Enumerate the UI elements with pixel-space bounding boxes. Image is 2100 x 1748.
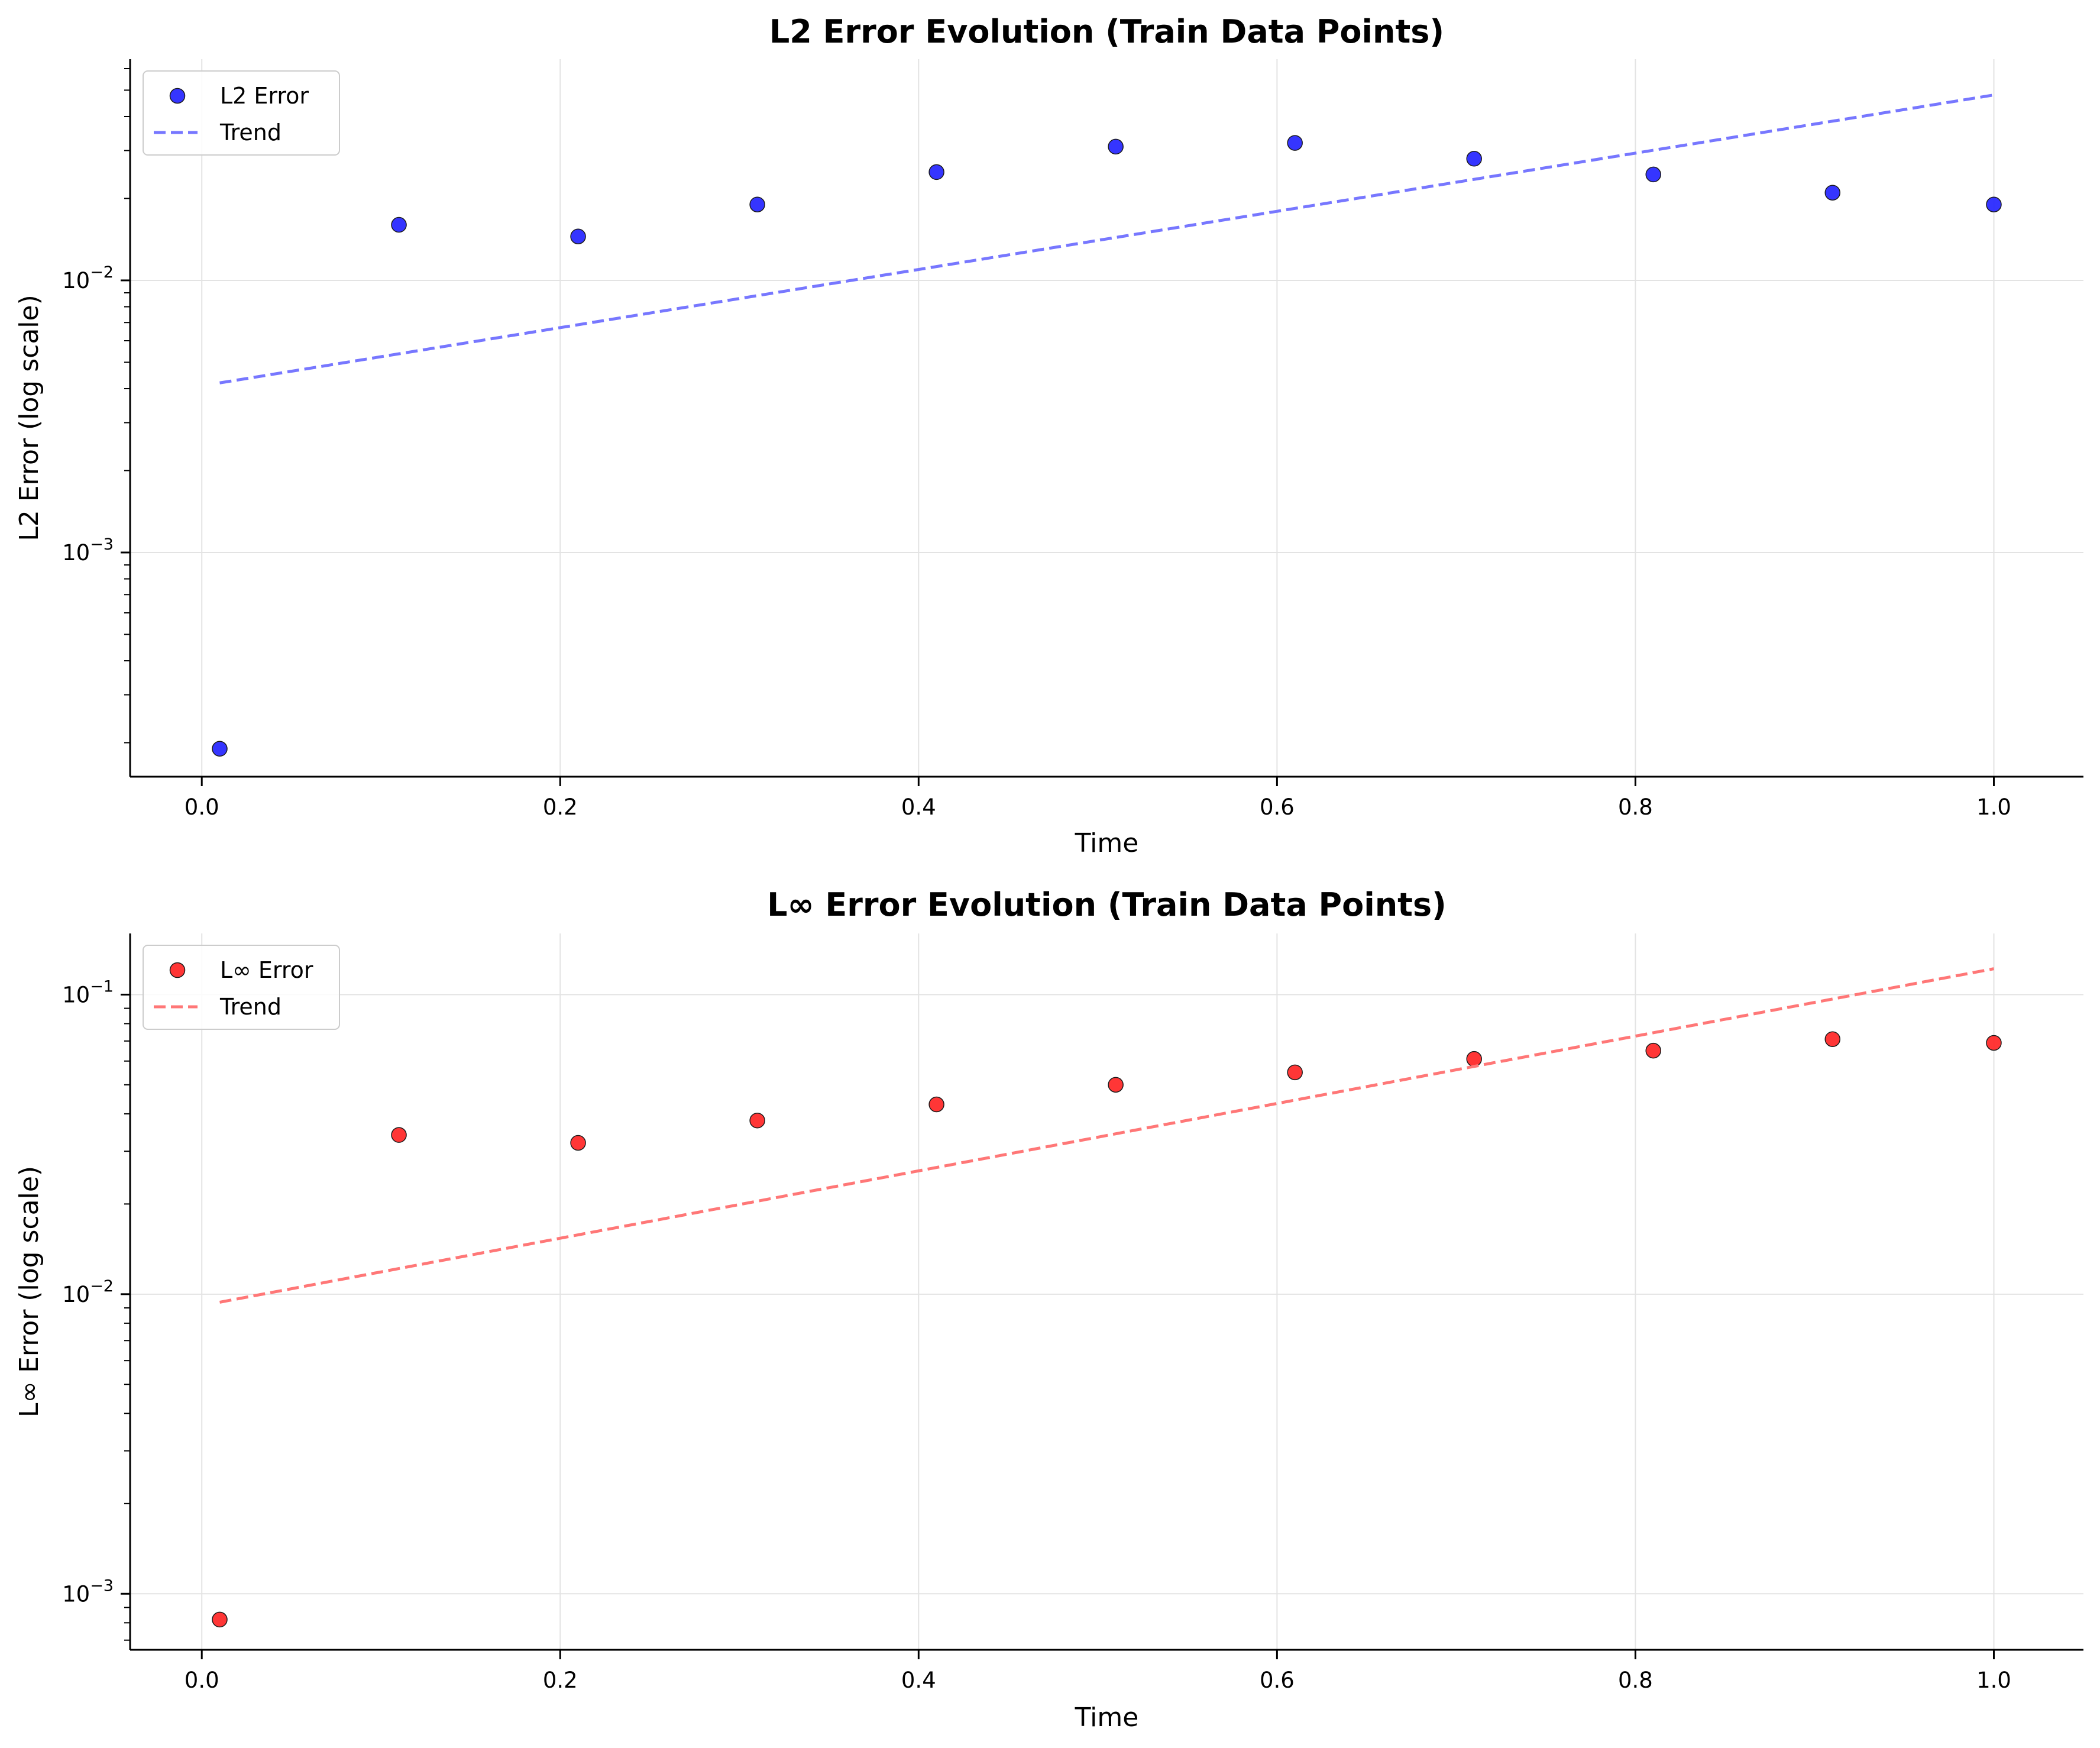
y-tick-label: 10−2	[62, 1277, 114, 1307]
legend: L∞ Error Trend	[143, 945, 340, 1030]
legend-marker-swatch	[169, 962, 186, 978]
data-point	[749, 1112, 765, 1129]
data-point	[1466, 151, 1482, 167]
x-tick-label: 1.0	[1976, 794, 2011, 820]
x-tick-label: 0.2	[543, 1668, 578, 1693]
x-axis-label: Time	[1075, 828, 1139, 858]
trend-line	[219, 93, 1994, 385]
y-axis-label: L∞ Error (log scale)	[14, 1166, 44, 1417]
x-tick-label: 0.0	[185, 1668, 219, 1693]
y-tick-label: 10−3	[62, 535, 114, 566]
legend-marker-swatch	[169, 88, 186, 104]
x-tick-label: 0.8	[1618, 794, 1653, 820]
data-point	[1645, 1042, 1661, 1059]
data-point	[1986, 196, 2002, 212]
y-tick-label: 10−2	[62, 263, 114, 293]
data-point	[749, 196, 765, 212]
legend-label: Trend	[219, 994, 281, 1020]
x-tick-label: 0.0	[185, 794, 219, 820]
x-tick-label: 0.6	[1260, 794, 1295, 820]
data-point	[391, 217, 407, 233]
data-point	[1824, 1031, 1841, 1047]
data-point	[212, 741, 228, 757]
data-point	[928, 1096, 944, 1113]
x-tick-label: 0.4	[901, 794, 936, 820]
x-tick-label: 0.6	[1260, 1668, 1295, 1693]
data-point	[1645, 166, 1661, 183]
data-point	[391, 1127, 407, 1143]
x-tick-label: 0.4	[901, 1668, 936, 1693]
chart-panel-1: 0.0 0.2 0.4 0.6 0.8 1.0 10−3 10−2 L2 Error Evolu…	[14, 13, 2083, 858]
legend: L2 Error Trend	[143, 70, 340, 156]
chart-panel-2: 0.0 0.2 0.4 0.6 0.8 1.0 10−3 10−2 10−1 L∞ Error E…	[14, 886, 2083, 1733]
x-tick-label: 0.8	[1618, 1668, 1653, 1693]
chart-title: L∞ Error Evolution (Train Data Points)	[767, 886, 1447, 923]
y-axis-label: L2 Error (log scale)	[14, 295, 44, 541]
data-point	[1287, 135, 1303, 151]
legend-label: L2 Error	[220, 83, 309, 109]
data-point	[1108, 138, 1124, 155]
data-point	[1986, 1035, 2002, 1051]
chart-title: L2 Error Evolution (Train Data Points)	[769, 13, 1444, 50]
x-tick-label: 1.0	[1976, 1668, 2011, 1693]
legend-label: Trend	[219, 119, 281, 146]
data-point	[1108, 1077, 1124, 1093]
data-point	[570, 1135, 586, 1151]
data-point	[1466, 1051, 1482, 1067]
data-point	[928, 164, 944, 180]
data-point	[570, 228, 586, 244]
y-tick-label: 10−1	[62, 977, 114, 1007]
trend-line	[219, 967, 1994, 1304]
data-point	[1824, 185, 1841, 201]
x-tick-label: 0.2	[543, 794, 578, 820]
data-point	[212, 1611, 228, 1628]
y-tick-label: 10−3	[62, 1576, 114, 1607]
data-point	[1287, 1064, 1303, 1081]
x-axis-label: Time	[1075, 1702, 1139, 1733]
legend-label: L∞ Error	[220, 957, 313, 983]
